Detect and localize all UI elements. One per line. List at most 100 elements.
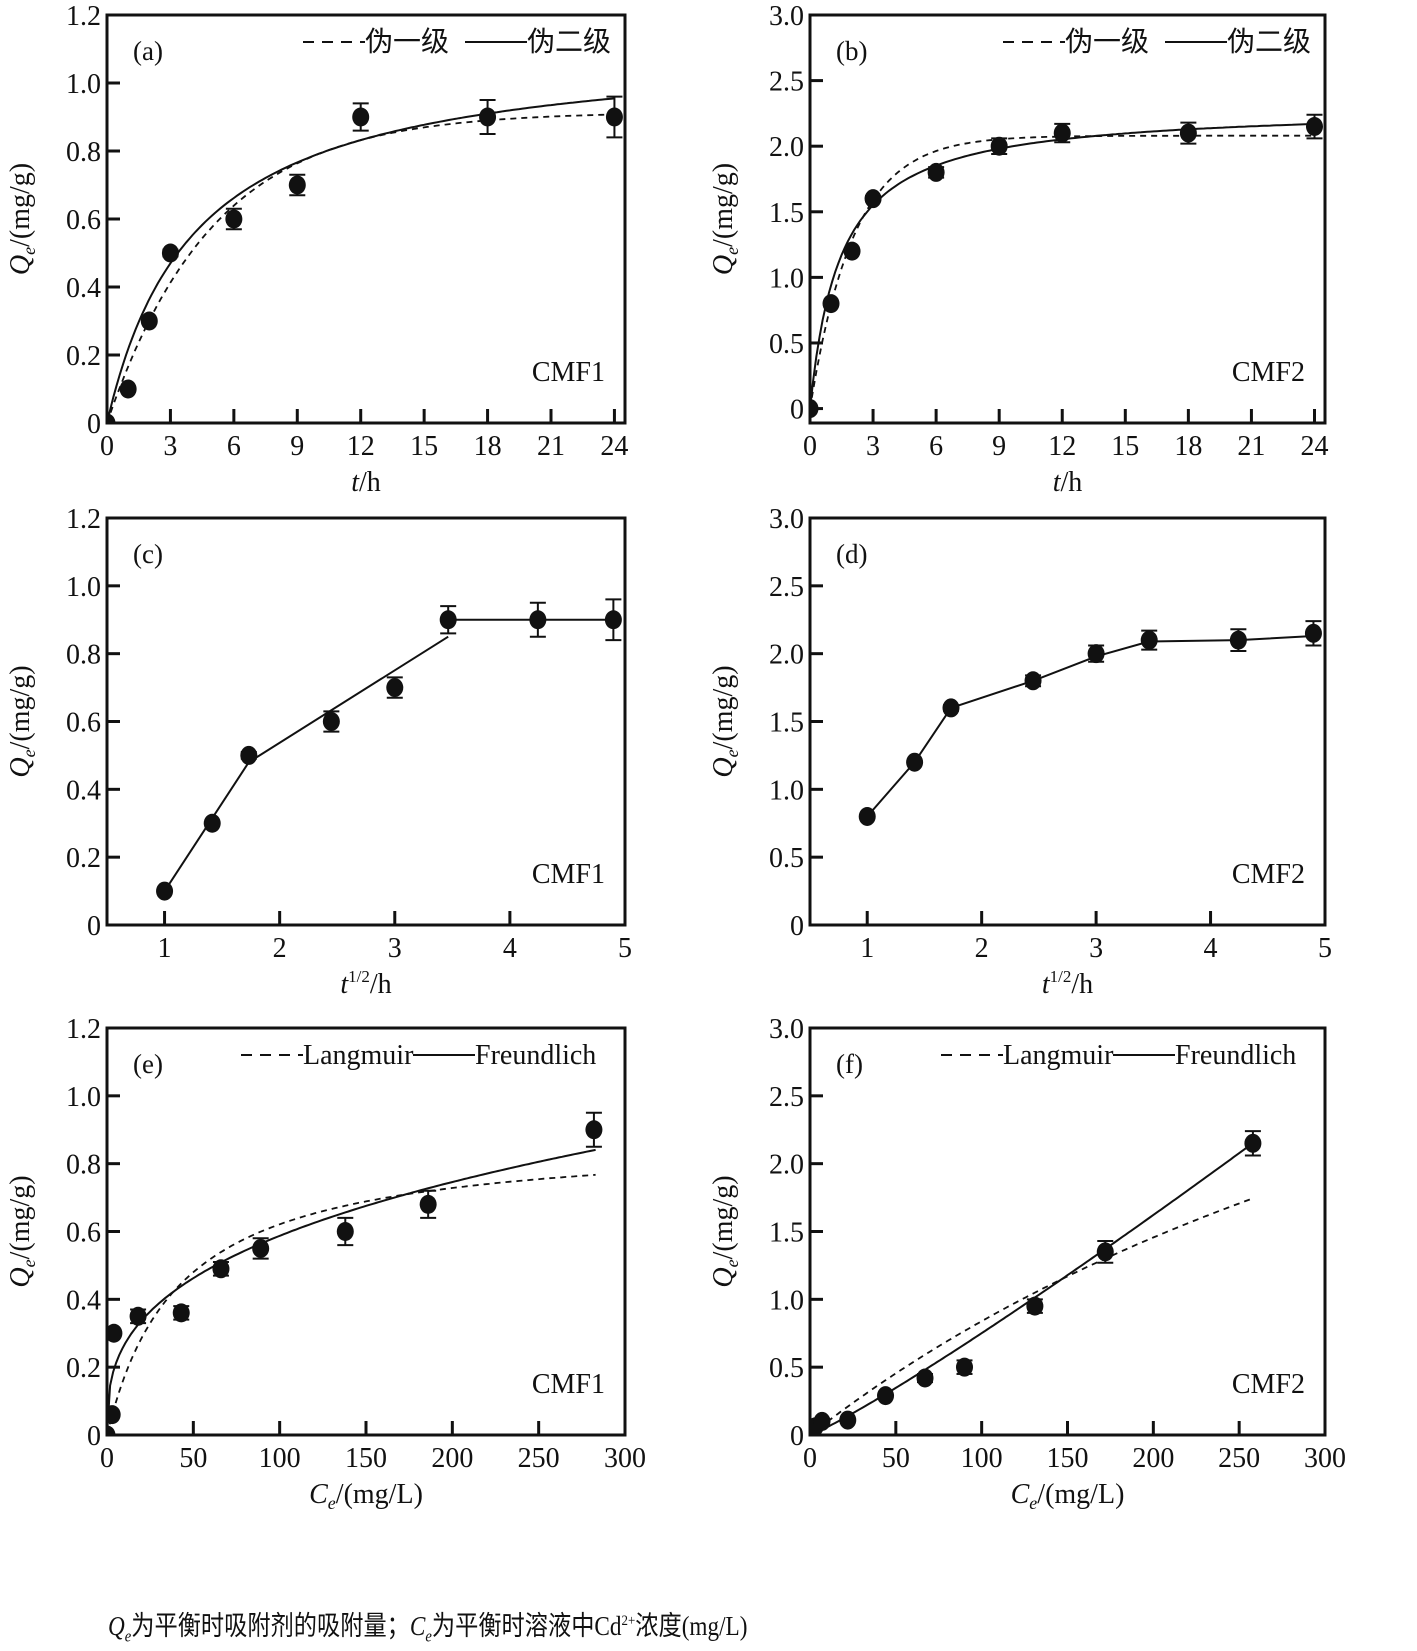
y-tick-label: 2.0 [769, 640, 804, 671]
y-tick-label: 0.6 [66, 1218, 101, 1249]
plot-area [810, 1130, 1262, 1435]
data-point [352, 107, 370, 127]
y-axis-label: Qe/(mg/g) [708, 1175, 742, 1287]
data-point [916, 1368, 934, 1388]
panel-d: 0 0.5 1.0 1.5 2.0 2.5 3.0 1 2 3 4 5 t1/2/h Qe/(mg/g) (… [708, 504, 1332, 1000]
x-tick-label: 1 [860, 933, 874, 964]
y-axis-label: Qe/(mg/g) [5, 665, 39, 777]
data-point [1053, 123, 1071, 143]
x-tick-label: 0 [803, 1443, 817, 1474]
x-tick-label: 2 [273, 933, 287, 964]
x-axis-label-sub: e [1029, 1493, 1037, 1513]
data-point [956, 1357, 973, 1377]
panel-c: 0 0.2 0.4 0.6 0.8 1.0 1.2 1 2 3 4 5 t1/2/h Qe/(mg/g) (… [5, 504, 632, 1000]
data-point [1304, 623, 1322, 643]
data-point [813, 1411, 831, 1431]
x-tick-label: 6 [227, 431, 241, 462]
data-point [107, 413, 116, 423]
data-point [1179, 123, 1197, 143]
sample-label: CMF2 [1232, 859, 1305, 890]
panel-label: (d) [836, 539, 867, 569]
data-point [419, 1194, 437, 1214]
data-point [288, 175, 306, 195]
data-point [161, 243, 179, 263]
x-tick-label: 21 [537, 431, 565, 462]
x-tick-label: 3 [163, 431, 177, 462]
sample-label: CMF2 [1232, 1369, 1305, 1400]
series-line-伪一级 [810, 134, 1315, 409]
x-axis-label-symbol: C [1011, 1479, 1030, 1510]
data-point [1087, 644, 1105, 664]
legend-item-label: 伪二级 [527, 26, 611, 58]
x-axis-label-symbol: t [1053, 467, 1062, 498]
caption-q-sub: e [124, 1626, 132, 1646]
panel-label: (a) [133, 36, 163, 66]
x-axis-label-sub: e [328, 1493, 336, 1513]
y-tick-label: 2.5 [769, 67, 804, 98]
x-tick-label: 12 [1048, 431, 1076, 462]
x-tick-label: 200 [1132, 1443, 1174, 1474]
y-tick-label: 0 [87, 911, 101, 942]
panel-e: 00.20.40.60.81.01.20 50 100 150 200 250 300Ce/… [5, 1014, 646, 1513]
data-point [1305, 117, 1323, 137]
data-point [839, 1410, 857, 1430]
plot-area [810, 113, 1323, 419]
x-axis-label: Ce/(mg/L) [309, 1479, 423, 1513]
y-axis-label-unit: /(mg/g) [5, 1175, 36, 1259]
x-tick-label: 0 [803, 431, 817, 462]
panel-label: (e) [133, 1049, 163, 1079]
x-tick-label: 100 [259, 1443, 301, 1474]
y-axis-label-sub: e [722, 1259, 742, 1267]
y-tick-label: 2.5 [769, 572, 804, 603]
data-point [140, 311, 158, 331]
legend: 伪一级 伪二级 [1003, 26, 1311, 58]
x-tick-label: 5 [618, 933, 632, 964]
x-tick-label: 24 [600, 431, 628, 462]
data-point [1026, 1296, 1044, 1316]
y-tick-label: 0.5 [769, 329, 804, 360]
x-axis-label-symbol: t [1042, 969, 1051, 1000]
y-tick-label: 1.2 [66, 1, 101, 32]
x-axis-label: Ce/(mg/L) [1011, 1479, 1125, 1513]
x-tick-label: 50 [882, 1443, 910, 1474]
data-point [1229, 630, 1247, 650]
y-axis-label-sub: e [19, 749, 39, 757]
y-axis-label-sub: e [19, 1259, 39, 1267]
y-axis-label-symbol: Q [5, 757, 36, 777]
legend-item-label: 伪二级 [1227, 26, 1311, 58]
panel-a: 0 0.2 0.4 0.6 0.8 1.0 1.2 0 3 6 9 12 15 18 21 24 t/h Qe/(… [5, 1, 628, 498]
y-tick-label: 0.8 [66, 1150, 101, 1181]
x-tick-label: 15 [410, 431, 438, 462]
plot-area [156, 598, 622, 901]
y-tick-label: 1.5 [769, 708, 804, 739]
y-tick-label: 1.0 [769, 775, 804, 806]
caption-part2: 为平衡时溶液中Cd [431, 1611, 622, 1641]
plot-area [107, 95, 623, 423]
x-tick-label: 9 [290, 431, 304, 462]
y-axis-label: Qe/(mg/g) [5, 163, 39, 275]
x-axis-label-unit: /h [1071, 969, 1093, 1000]
y-axis-label: Qe/(mg/g) [708, 665, 742, 777]
legend-item-label: Freundlich [1175, 1040, 1296, 1071]
y-axis-label-unit: /(mg/g) [708, 163, 739, 247]
data-point [225, 209, 243, 229]
y-axis-label-unit: /(mg/g) [5, 163, 36, 247]
y-tick-label: 0 [87, 409, 101, 440]
y-tick-label: 0.5 [769, 1353, 804, 1384]
y-axis-label-symbol: Q [708, 757, 739, 777]
data-point [1140, 630, 1158, 650]
x-tick-label: 50 [179, 1443, 207, 1474]
y-axis-label-sub: e [722, 749, 742, 757]
data-point [810, 399, 819, 419]
data-point [172, 1303, 190, 1323]
x-tick-label: 5 [1318, 933, 1332, 964]
y-tick-label: 0 [790, 911, 804, 942]
x-tick-label: 250 [1218, 1443, 1260, 1474]
x-tick-label: 4 [503, 933, 517, 964]
y-axis-label: Qe/(mg/g) [5, 1175, 39, 1287]
y-tick-label: 2.0 [769, 1150, 804, 1181]
x-axis-label-symbol: t [351, 467, 360, 498]
y-axis-label-sub: e [722, 247, 742, 255]
data-point [240, 745, 258, 765]
